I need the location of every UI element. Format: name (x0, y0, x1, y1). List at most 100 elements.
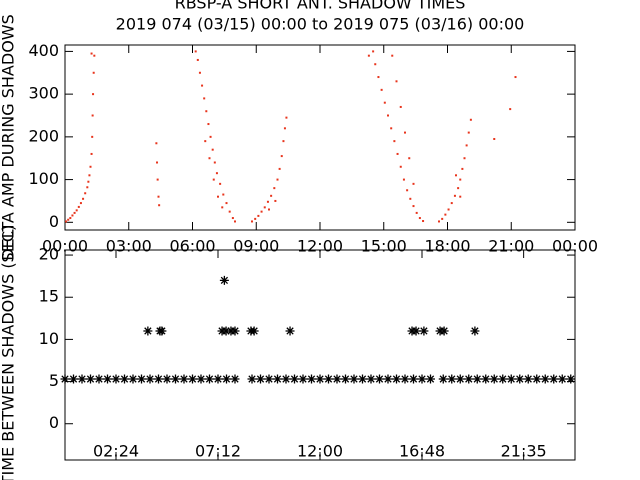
point (375, 374, 384, 384)
point (472, 374, 482, 384)
point (157, 326, 167, 336)
point (411, 326, 421, 336)
x-tick-label: 12:00 (297, 237, 343, 256)
point (324, 374, 333, 384)
point (194, 50, 197, 53)
point (203, 97, 206, 100)
point (457, 187, 460, 190)
plot-frame (64, 249, 576, 461)
point (439, 326, 449, 336)
point (93, 54, 96, 57)
point (91, 135, 94, 138)
point (509, 108, 512, 111)
chart-subtitle: 2019 074 (03/15) 00:00 to 2019 075 (03/1… (116, 15, 525, 34)
y-tick-label: 5 (49, 371, 59, 390)
point (281, 374, 291, 384)
point (383, 374, 393, 384)
point (266, 200, 269, 203)
point (315, 374, 325, 384)
point (540, 374, 550, 384)
y-axis-label: TIME BETWEEN SHADOWS (SEC) (0, 225, 18, 480)
point (489, 374, 499, 384)
point (171, 374, 180, 384)
point (390, 127, 393, 130)
point (90, 152, 93, 155)
point (367, 54, 370, 57)
y-tick-label: 200 (28, 126, 59, 145)
point (409, 374, 418, 384)
point (228, 210, 231, 213)
point (514, 76, 517, 79)
point (464, 374, 474, 384)
point (86, 186, 89, 189)
point (393, 140, 396, 143)
x-tick-label: 09:00 (233, 237, 279, 256)
point (278, 167, 281, 170)
y-tick-label: 10 (39, 329, 59, 348)
point (77, 374, 87, 384)
point (402, 178, 405, 181)
point (426, 374, 435, 384)
point (377, 76, 380, 79)
chart-title: RBSP-A SHORT ANT. SHADOW TIMES (175, 0, 466, 13)
point (455, 174, 457, 177)
point (307, 374, 316, 384)
point (341, 374, 350, 384)
point (215, 172, 218, 175)
point (212, 178, 215, 181)
point (92, 93, 95, 96)
x-tick-label: 02:24 (93, 442, 139, 461)
y-tick-label: 0 (49, 212, 59, 231)
point (155, 142, 158, 145)
point (103, 374, 112, 384)
point (247, 374, 257, 384)
point (453, 194, 456, 197)
point (383, 101, 386, 104)
x-tick-label: 00:00 (42, 237, 88, 256)
point (290, 374, 299, 384)
y-tick-label: 15 (39, 287, 59, 306)
x-tick-label: 21:35 (501, 442, 547, 461)
point (86, 374, 95, 384)
point (90, 52, 93, 55)
y-tick-label: 100 (28, 169, 59, 188)
point (450, 202, 453, 205)
point (137, 374, 146, 384)
point (213, 374, 223, 384)
point (89, 165, 92, 168)
point (532, 374, 542, 384)
point (557, 374, 567, 384)
point (461, 167, 464, 170)
point (221, 326, 231, 336)
point (67, 218, 70, 221)
point (230, 326, 240, 336)
point (498, 374, 508, 384)
y-axis-label: DELTA AMP DURING SHADOWS (0, 14, 18, 261)
y-tick-label: 0 (49, 413, 59, 432)
point (447, 374, 457, 384)
point (219, 275, 229, 285)
point (256, 374, 265, 384)
point (282, 140, 285, 143)
point (91, 114, 94, 117)
point (392, 374, 401, 384)
point (196, 58, 199, 61)
point (69, 217, 72, 220)
point (120, 374, 129, 384)
point (205, 110, 208, 113)
point (221, 206, 224, 209)
point (260, 210, 263, 213)
point (380, 88, 383, 91)
point (404, 131, 406, 134)
point (219, 182, 222, 185)
point (222, 193, 225, 196)
point (395, 80, 398, 83)
point (154, 374, 163, 384)
point (459, 178, 462, 181)
point (409, 197, 412, 200)
point (65, 220, 68, 223)
point (549, 374, 559, 384)
point (158, 204, 161, 207)
point (455, 374, 465, 384)
